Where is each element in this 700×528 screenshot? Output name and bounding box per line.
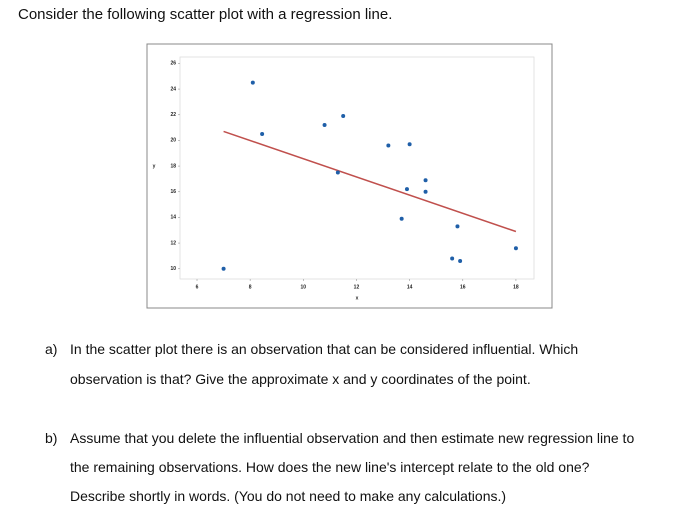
y-tick-label: 16 [170, 189, 176, 195]
regression-line [223, 130, 517, 233]
point [221, 266, 226, 271]
x-tick-label: 12 [354, 284, 360, 290]
x-axis-label: x [356, 295, 359, 301]
point [335, 170, 340, 175]
x-tick-label: 10 [301, 284, 307, 290]
point [260, 131, 265, 136]
question-line: observation is that? Give the approximat… [70, 371, 531, 387]
point [250, 80, 255, 85]
point [399, 216, 404, 221]
point [407, 142, 412, 147]
y-axis-label: y [153, 163, 156, 169]
point [386, 143, 391, 148]
y-tick-label: 26 [170, 61, 176, 67]
point [458, 259, 463, 264]
y-tick-label: 18 [170, 163, 176, 169]
question-label: b) [45, 430, 58, 446]
question-line: Assume that you delete the influential o… [70, 430, 635, 446]
y-tick-label: 10 [170, 266, 176, 272]
question-label: a) [45, 341, 58, 357]
question-line: Describe shortly in words. (You do not n… [70, 488, 507, 504]
intro: Consider the following scatter plot with… [18, 6, 393, 23]
x-tick-label: 16 [460, 284, 466, 290]
y-tick-label: 12 [170, 240, 176, 246]
point [341, 114, 346, 119]
y-tick-label: 22 [170, 112, 176, 118]
plot-area [179, 56, 535, 280]
x-tick-label: 6 [196, 284, 199, 290]
point [455, 224, 460, 229]
question-line: the remaining observations. How does the… [70, 459, 590, 475]
question-line: In the scatter plot there is an observat… [70, 341, 579, 357]
y-tick-label: 24 [170, 86, 176, 92]
point [450, 256, 455, 261]
y-tick-label: 20 [170, 138, 176, 144]
x-tick-label: 18 [513, 284, 519, 290]
point [423, 189, 428, 194]
x-tick-label: 8 [249, 284, 252, 290]
x-tick-label: 14 [407, 284, 413, 290]
point [404, 187, 409, 192]
point [322, 123, 327, 128]
point [513, 246, 518, 251]
y-tick-label: 14 [170, 215, 176, 221]
point [423, 178, 428, 183]
